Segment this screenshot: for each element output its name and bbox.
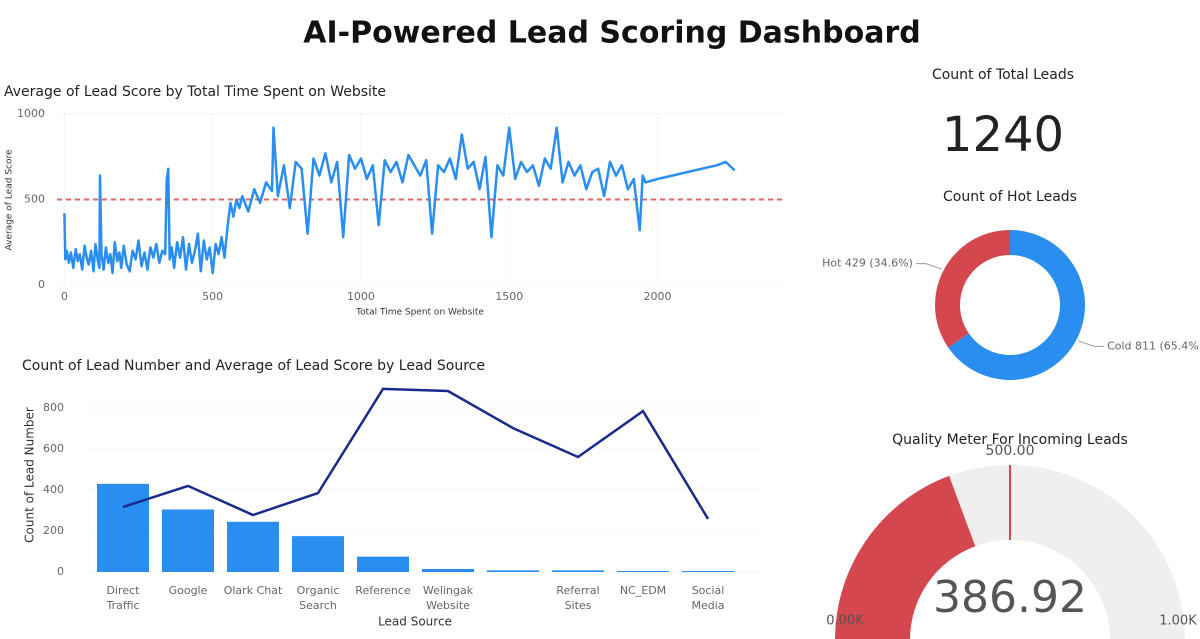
y-tick-label: 800 [43, 401, 64, 414]
y-tick-label: 1000 [17, 107, 45, 120]
card-title: Count of Total Leads [932, 67, 1074, 83]
x-tick-label: Reference [355, 584, 411, 597]
chart-title: Average of Lead Score by Total Time Spen… [4, 84, 386, 100]
gauge-value [835, 475, 976, 639]
x-tick-label: Referral Sites [556, 584, 599, 612]
gauge-target-label: 500.00 [986, 443, 1035, 459]
y-axis-label: Count of Lead Number [23, 407, 37, 543]
x-tick-label: 500 [202, 290, 223, 303]
bar [357, 556, 409, 572]
line-series [63, 126, 736, 275]
x-tick-label: Olark Chat [224, 584, 283, 597]
card-value: 1240 [942, 107, 1064, 163]
dashboard-title: AI-Powered Lead Scoring Dashboard [303, 16, 921, 51]
bar [552, 570, 604, 572]
x-tick-label: Google [169, 584, 208, 597]
bar [487, 570, 539, 572]
x-tick-label: Social Media [691, 584, 724, 612]
donut-slice [948, 230, 1086, 381]
y-tick-label: 400 [43, 483, 64, 496]
y-tick-label: 0 [57, 565, 64, 578]
bar [227, 521, 279, 572]
x-tick-label: 1000 [347, 290, 375, 303]
bar [422, 568, 474, 572]
x-axis-label: Total Time Spent on Website [355, 308, 484, 318]
gauge-max-label: 1.00K [1159, 614, 1197, 629]
y-tick-label: 200 [43, 524, 64, 537]
y-tick-label: 500 [24, 193, 45, 206]
bar [162, 509, 214, 572]
x-tick-label: Direct Traffic [105, 584, 140, 612]
chart-title: Count of Hot Leads [943, 189, 1077, 205]
bar [292, 536, 344, 572]
x-tick-label: Welingak Website [423, 584, 474, 612]
x-tick-label: NC_EDM [620, 584, 666, 597]
gauge-value-label: 386.92 [933, 572, 1087, 623]
leader-line [1077, 340, 1105, 347]
x-tick-label: 0 [61, 290, 68, 303]
y-tick-label: 0 [38, 278, 45, 291]
line-series [122, 387, 710, 520]
bar [682, 570, 734, 572]
data-label: Hot 429 (34.6%) [822, 257, 913, 270]
bar [617, 570, 669, 572]
x-tick-label: 2000 [643, 290, 671, 303]
chart-title: Quality Meter For Incoming Leads [892, 432, 1128, 448]
gauge-min-label: 0.00K [826, 614, 864, 629]
x-tick-label: 1500 [495, 290, 523, 303]
chart-title: Count of Lead Number and Average of Lead… [22, 358, 485, 374]
data-label: Cold 811 (65.4%) [1107, 339, 1200, 352]
y-axis-label: Average of Lead Score [5, 149, 15, 251]
donut-slice [935, 230, 1010, 348]
x-axis-label: Lead Source [378, 615, 452, 629]
y-tick-label: 600 [43, 442, 64, 455]
x-tick-label: Organic Search [297, 584, 340, 612]
leader-line [915, 263, 943, 270]
bar [97, 483, 149, 572]
